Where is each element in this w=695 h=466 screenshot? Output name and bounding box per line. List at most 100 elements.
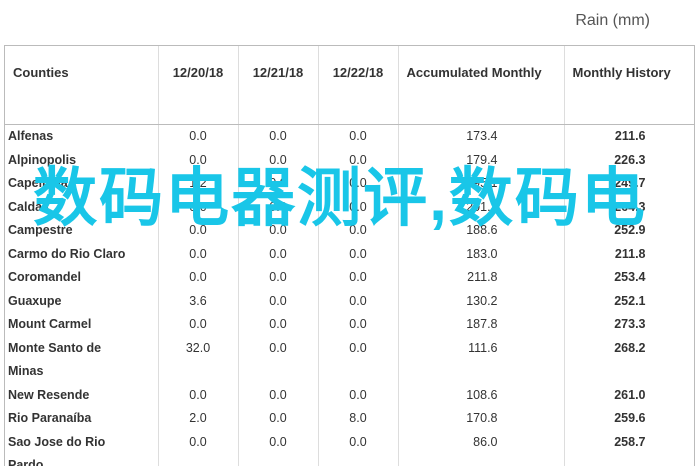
table-row: Campestre 0.0 0.0 0.0 188.6 252.9 <box>5 219 694 243</box>
value-cell: 108.6 <box>398 383 565 407</box>
value-cell: 0.0 <box>158 124 239 149</box>
value-cell: 0.0 <box>238 148 319 172</box>
column-header: Monthly History <box>564 46 694 125</box>
value-cell: 226.3 <box>564 148 694 172</box>
column-header: 12/21/18 <box>238 46 319 125</box>
value-cell: 0.0 <box>318 195 399 219</box>
table-row: Carmo do Rio Claro 0.0 0.0 0.0 183.0 211.8 <box>5 242 694 266</box>
value-cell: 259.6 <box>564 407 694 431</box>
county-cell: Coromandel <box>5 266 159 290</box>
value-cell: 0.0 <box>158 219 239 243</box>
value-cell: 264.3 <box>564 195 694 219</box>
value-cell: 249.7 <box>564 172 694 196</box>
county-cell: Caldas <box>5 195 159 219</box>
value-cell: 8.0 <box>318 407 399 431</box>
value-cell: 1.2 <box>158 172 239 196</box>
county-name: New Resende <box>8 387 90 402</box>
value-cell: 0.0 <box>238 172 319 196</box>
county-cell: Alpinopolis <box>5 148 159 172</box>
table-row: Alpinopolis 0.0 0.0 0.0 179.4 226.3 <box>5 148 694 172</box>
value-cell: 188.6 <box>398 219 565 243</box>
value-cell: 0.0 <box>238 289 319 313</box>
county-name: Caldas <box>8 199 49 214</box>
county-cell: Rio Paranaíba <box>5 407 159 431</box>
value-cell: 32.0 <box>158 336 239 384</box>
value-cell: 0.0 <box>238 336 319 384</box>
county-cell: Campestre <box>5 219 159 243</box>
value-cell: 0.0 <box>158 430 239 466</box>
value-cell: 252.9 <box>564 219 694 243</box>
header-row: Counties 12/20/18 12/21/18 12/22/18 Accumula… <box>5 46 694 125</box>
value-cell: 187.8 <box>398 313 565 337</box>
value-cell: 0.0 <box>318 336 399 384</box>
value-cell: 0.0 <box>318 148 399 172</box>
value-cell: 0.0 <box>158 242 239 266</box>
value-cell: 261.0 <box>564 383 694 407</box>
value-cell: 0.0 <box>158 383 239 407</box>
column-header: 12/22/18 <box>318 46 399 125</box>
value-cell: 0.0 <box>238 195 319 219</box>
county-cell: Sao Jose do Rio Pardo <box>5 430 159 466</box>
county-cell: Mount Carmel <box>5 313 159 337</box>
column-header: Counties <box>5 46 159 125</box>
value-cell: 170.8 <box>398 407 565 431</box>
value-cell: 0.0 <box>318 124 399 149</box>
value-cell: 253.4 <box>564 266 694 290</box>
value-cell: 173.4 <box>398 124 565 149</box>
rain-table: Counties 12/20/18 12/21/18 12/22/18 Accumula… <box>5 46 694 466</box>
table-frame: Counties 12/20/18 12/21/18 12/22/18 Accumula… <box>4 45 695 466</box>
column-header: 12/20/18 <box>158 46 239 125</box>
value-cell: 0.0 <box>238 383 319 407</box>
value-cell: 273.3 <box>564 313 694 337</box>
value-cell: 268.2 <box>564 336 694 384</box>
county-name: Capelinha <box>8 176 68 190</box>
table-row: Coromandel 0.0 0.0 0.0 211.8 253.4 <box>5 266 694 290</box>
value-cell: 0.0 <box>158 195 239 219</box>
value-cell: 211.8 <box>398 266 565 290</box>
value-cell: 0.0 <box>238 266 319 290</box>
value-cell: 3.6 <box>158 289 239 313</box>
county-cell: Capelinha <box>5 172 159 196</box>
value-cell: 0.0 <box>318 313 399 337</box>
value-cell: 201.7 <box>398 195 565 219</box>
county-name: Campestre <box>8 223 73 237</box>
table-row: Monte Santo de Minas 32.0 0.0 0.0 111.6 268.2 <box>5 336 694 384</box>
value-cell: 0.0 <box>158 148 239 172</box>
title: Rain (mm) <box>575 12 650 29</box>
table-row: Rio Paranaíba 2.0 0.0 8.0 170.8 259.6 <box>5 407 694 431</box>
value-cell: 252.1 <box>564 289 694 313</box>
value-cell: 258.7 <box>564 430 694 466</box>
value-cell: 0.0 <box>318 172 399 196</box>
value-cell: 0.0 <box>318 289 399 313</box>
value-cell: 2.0 <box>158 407 239 431</box>
table-row: New Resende 0.0 0.0 0.0 108.6 261.0 <box>5 383 694 407</box>
column-header: Accumulated Monthly <box>398 46 565 125</box>
table-row: Guaxupe 3.6 0.0 0.0 130.2 252.1 <box>5 289 694 313</box>
value-cell: 211.6 <box>564 124 694 149</box>
value-cell: 0.0 <box>238 430 319 466</box>
value-cell: 0.0 <box>238 313 319 337</box>
value-cell: 195.1 <box>398 172 565 196</box>
county-cell: Carmo do Rio Claro <box>5 242 159 266</box>
value-cell: 0.0 <box>238 407 319 431</box>
county-name: Coromandel <box>8 270 81 284</box>
value-cell: 0.0 <box>238 124 319 149</box>
county-cell: Alfenas <box>5 124 159 149</box>
county-name: Sao Jose do Rio Pardo <box>8 434 106 466</box>
county-cell: Guaxupe <box>5 289 159 313</box>
value-cell: 183.0 <box>398 242 565 266</box>
value-cell: 0.0 <box>318 219 399 243</box>
table-body: Alfenas 0.0 0.0 0.0 173.4 211.6 Alpinopolis 0.0… <box>5 124 694 466</box>
county-name: Alfenas <box>8 129 54 143</box>
table-row: Capelinha 1.2 0.0 0.0 195.1 249.7 <box>5 172 694 196</box>
value-cell: 111.6 <box>398 336 565 384</box>
value-cell: 179.4 <box>398 148 565 172</box>
value-cell: 0.0 <box>238 219 319 243</box>
watermark: 数码电器测评,数码电 <box>33 162 647 234</box>
value-cell: 0.0 <box>318 430 399 466</box>
table-row: Alfenas 0.0 0.0 0.0 173.4 211.6 <box>5 124 694 149</box>
table-row: Caldas 0.0 0.0 0.0 201.7 264.3 <box>5 195 694 219</box>
value-cell: 0.0 <box>158 313 239 337</box>
county-name: Carmo do Rio Claro <box>8 246 126 261</box>
